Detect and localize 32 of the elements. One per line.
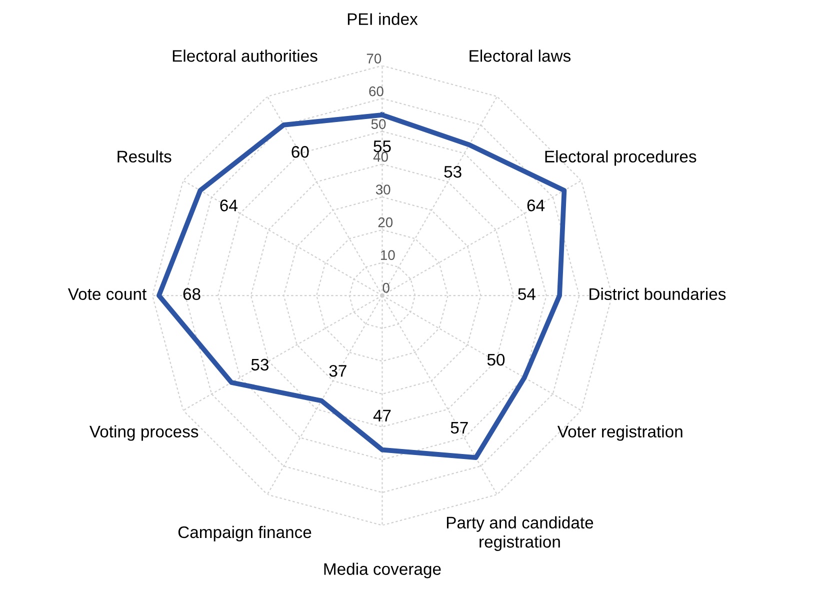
data-label: 50	[487, 354, 505, 366]
spoke-label: Electoral laws	[470, 50, 571, 62]
spoke-label: PEI index	[348, 12, 418, 26]
spoke-label: Results	[118, 150, 172, 162]
y-tick-label: 60	[369, 86, 384, 96]
data-label: 64	[527, 200, 545, 212]
spoke-label: Voting process	[90, 425, 198, 441]
data-label: 60	[292, 146, 309, 158]
data-label: 53	[251, 358, 268, 371]
y-tick-label: 10	[381, 250, 395, 260]
spoke-label: Campaign finance	[178, 526, 312, 542]
data-label: 54	[518, 288, 536, 300]
data-label: 68	[183, 288, 200, 300]
y-tick-label: 20	[378, 217, 393, 228]
spoke-label: Party and candidate registration	[446, 516, 594, 552]
spoke-label: District boundaries	[590, 288, 726, 300]
y-tick-label: 70	[366, 54, 382, 64]
spoke-label: Electoral authorities	[172, 50, 318, 62]
data-label: 57	[450, 422, 468, 434]
data-label: 37	[329, 364, 346, 377]
y-tick-label: 40	[373, 152, 388, 162]
y-tick-label: 0	[382, 282, 390, 293]
data-label: 53	[444, 166, 462, 178]
data-label: 64	[220, 200, 238, 212]
spoke-label: Vote count	[68, 288, 147, 300]
spoke-label: Electoral procedures	[545, 150, 696, 166]
y-tick-label: 50	[371, 119, 386, 129]
spoke-label: Media coverage	[324, 562, 441, 578]
data-label: 47	[373, 410, 391, 422]
y-tick-label: 30	[376, 184, 390, 195]
spoke-label: Voter registration	[557, 425, 682, 441]
data-label: 55	[374, 140, 391, 152]
